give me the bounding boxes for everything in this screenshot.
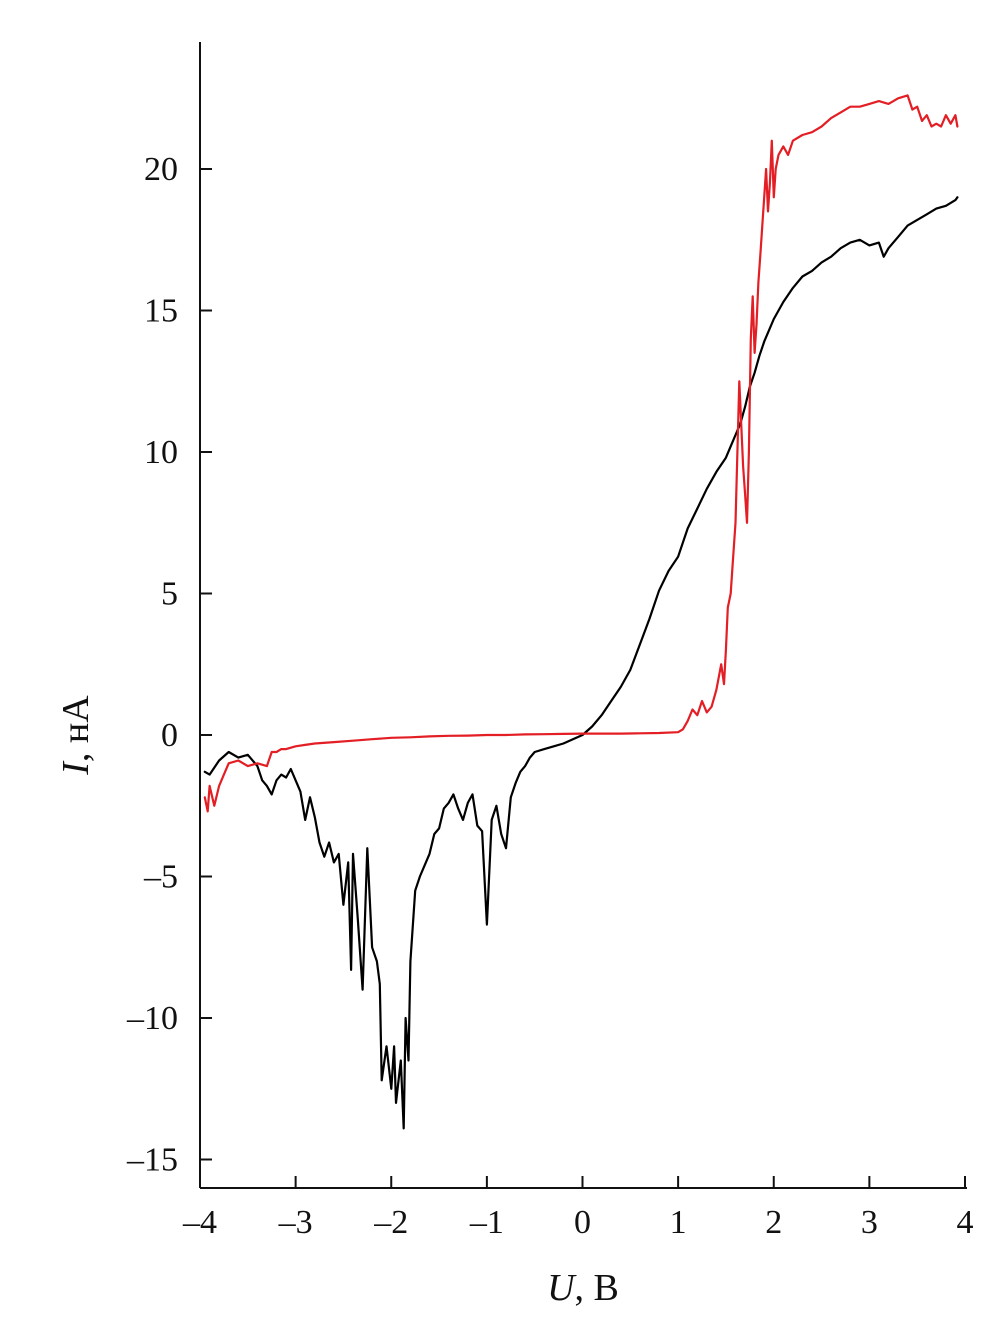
x-tick-label: –1 bbox=[469, 1204, 504, 1241]
series-layer bbox=[203, 94, 959, 1130]
series-line-red bbox=[203, 94, 959, 813]
x-tick-label: 2 bbox=[765, 1204, 782, 1241]
x-tick-label: –3 bbox=[278, 1204, 313, 1241]
x-tick-label: 1 bbox=[670, 1204, 687, 1241]
x-axis-label: U, В bbox=[547, 1267, 619, 1309]
y-axis-label: I, нА bbox=[55, 695, 97, 776]
x-ticks: –4 –3 –2 –1 0 1 2 3 4 bbox=[182, 1176, 974, 1241]
x-tick-label: 3 bbox=[861, 1204, 878, 1241]
y-tick-label: 5 bbox=[161, 576, 178, 613]
axes bbox=[199, 42, 967, 1189]
x-tick-label: –4 bbox=[182, 1204, 217, 1241]
y-tick-label: 10 bbox=[144, 434, 178, 471]
x-tick-label: 4 bbox=[957, 1204, 974, 1241]
series-line-black bbox=[203, 196, 959, 1130]
y-ticks: –15 –10 –5 0 5 10 15 20 bbox=[126, 151, 212, 1179]
y-tick-label: 20 bbox=[144, 151, 178, 188]
y-tick-label: –10 bbox=[126, 1000, 178, 1037]
x-tick-label: –2 bbox=[373, 1204, 408, 1241]
y-tick-label: 15 bbox=[144, 293, 178, 330]
x-tick-label: 0 bbox=[574, 1204, 591, 1241]
y-tick-label: –15 bbox=[126, 1142, 178, 1179]
y-tick-label: 0 bbox=[161, 717, 178, 754]
y-tick-label: –5 bbox=[143, 859, 178, 896]
